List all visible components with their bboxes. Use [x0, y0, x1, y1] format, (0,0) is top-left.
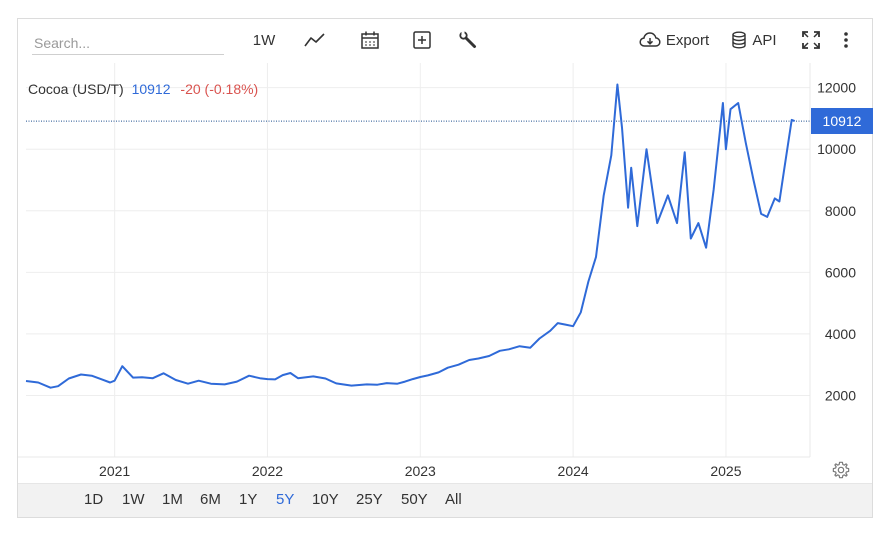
- series-line: [25, 83, 796, 389]
- range-button-5y[interactable]: 5Y: [276, 491, 295, 508]
- range-button-all[interactable]: All: [445, 491, 462, 508]
- compare-plus-icon: [413, 31, 431, 49]
- interval-button[interactable]: 1W: [252, 31, 276, 49]
- x-tick-label: 2024: [558, 463, 589, 479]
- y-tick-label: 10000: [817, 141, 856, 157]
- export-button[interactable]: Export: [636, 27, 712, 53]
- range-button-1y[interactable]: 1Y: [239, 491, 258, 508]
- price-chart: 2000 4000 6000 8000 10000 12000 2021 2022 2023 20…: [18, 63, 856, 479]
- y-tick-label: 6000: [825, 264, 856, 280]
- range-button-1m[interactable]: 1M: [162, 491, 183, 508]
- more-vertical-icon: [844, 32, 848, 48]
- fullscreen-button[interactable]: [798, 27, 824, 53]
- database-icon: [732, 31, 747, 49]
- range-button-10y[interactable]: 10Y: [312, 491, 339, 508]
- last-price: 10912: [131, 81, 171, 97]
- compare-button[interactable]: [408, 27, 436, 53]
- quote-header: Cocoa (USD/T) 10912 -20 (-0.18%): [28, 81, 258, 97]
- indicators-button[interactable]: [454, 27, 482, 53]
- calendar-icon: [361, 31, 379, 49]
- price-change: -20 (-0.18%): [180, 81, 259, 97]
- range-button-1d[interactable]: 1D: [84, 491, 104, 508]
- range-selector: 1D 1W 1M 6M 1Y 5Y 10Y 25Y 50Y All: [18, 483, 872, 517]
- range-button-1w[interactable]: 1W: [122, 491, 145, 508]
- last-price-tag: 10912: [811, 108, 873, 135]
- chart-type-button[interactable]: [300, 27, 330, 53]
- x-tick-label: 2023: [405, 463, 436, 479]
- wrench-icon: [459, 31, 476, 48]
- range-button-25y[interactable]: 25Y: [356, 491, 383, 508]
- api-button[interactable]: API: [730, 27, 778, 53]
- api-label: API: [752, 31, 777, 49]
- cloud-download-icon: [639, 32, 661, 47]
- instrument-name: Cocoa (USD/T): [28, 81, 124, 97]
- y-tick-label: 8000: [825, 203, 856, 219]
- range-button-50y[interactable]: 50Y: [401, 491, 428, 508]
- line-chart-icon: [304, 33, 325, 47]
- x-tick-label: 2025: [710, 463, 741, 479]
- x-tick-label: 2021: [99, 463, 130, 479]
- settings-gear-icon[interactable]: [832, 461, 850, 479]
- toolbar: 1W: [18, 19, 874, 63]
- range-button-6m[interactable]: 6M: [200, 491, 221, 508]
- export-label: Export: [665, 31, 710, 49]
- date-range-button[interactable]: [356, 27, 384, 53]
- y-tick-label: 2000: [825, 387, 856, 403]
- more-options-button[interactable]: [836, 27, 856, 53]
- chart-widget: 1W: [17, 18, 873, 518]
- fullscreen-icon: [802, 31, 820, 49]
- y-tick-label: 4000: [825, 326, 856, 342]
- x-tick-label: 2022: [252, 463, 283, 479]
- search-input[interactable]: [32, 31, 224, 55]
- y-tick-label: 12000: [817, 80, 856, 96]
